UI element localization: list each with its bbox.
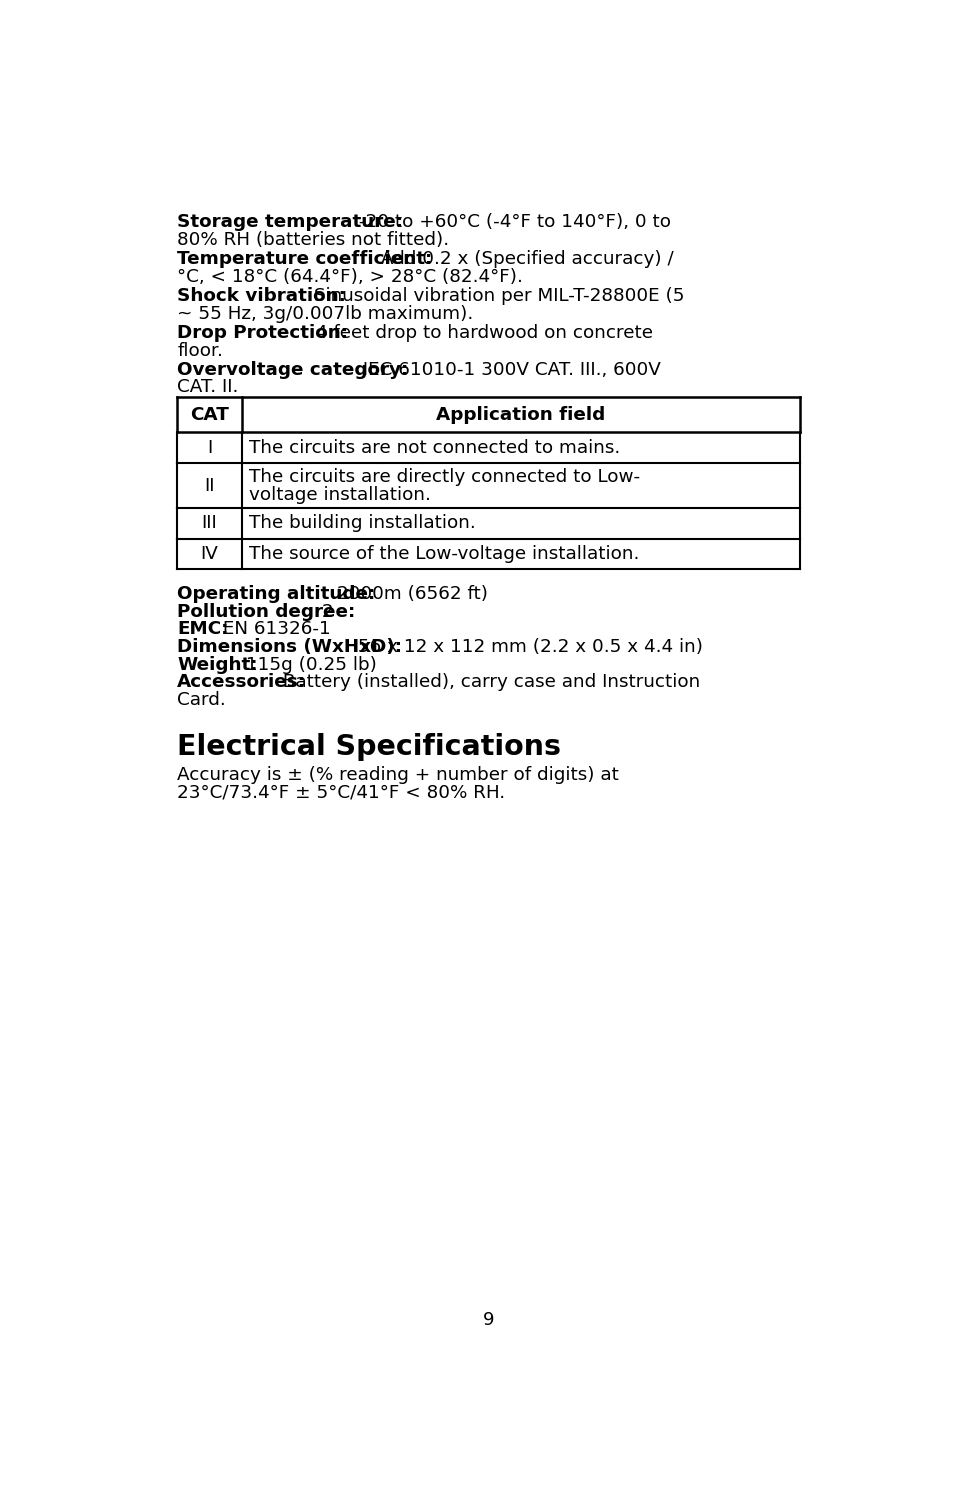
Text: -20 to +60°C (-4°F to 140°F), 0 to: -20 to +60°C (-4°F to 140°F), 0 to — [353, 212, 670, 230]
Text: voltage installation.: voltage installation. — [249, 486, 431, 504]
Text: CAT: CAT — [190, 406, 229, 424]
Text: Storage temperature:: Storage temperature: — [177, 212, 403, 230]
Text: Shock vibration:: Shock vibration: — [177, 287, 346, 306]
Text: CAT. II.: CAT. II. — [177, 378, 238, 396]
Text: 80% RH (batteries not fitted).: 80% RH (batteries not fitted). — [177, 230, 449, 248]
Text: Sinusoidal vibration per MIL-T-28800E (5: Sinusoidal vibration per MIL-T-28800E (5 — [308, 287, 684, 306]
Text: The source of the Low-voltage installation.: The source of the Low-voltage installati… — [249, 545, 639, 563]
Text: Add 0.2 x (Specified accuracy) /: Add 0.2 x (Specified accuracy) / — [375, 250, 673, 268]
Text: I: I — [207, 439, 212, 458]
Text: Accuracy is ± (% reading + number of digits) at: Accuracy is ± (% reading + number of dig… — [177, 766, 618, 784]
Text: 56 x 12 x 112 mm (2.2 x 0.5 x 4.4 in): 56 x 12 x 112 mm (2.2 x 0.5 x 4.4 in) — [352, 638, 702, 656]
Text: Accessories:: Accessories: — [177, 673, 306, 691]
Text: Dimensions (WxHxD):: Dimensions (WxHxD): — [177, 638, 402, 656]
Text: 4 feet drop to hardwood on concrete: 4 feet drop to hardwood on concrete — [310, 324, 652, 342]
Text: floor.: floor. — [177, 342, 223, 360]
Text: III: III — [201, 515, 217, 533]
Text: Application field: Application field — [436, 406, 605, 424]
Text: 2: 2 — [315, 602, 333, 620]
Text: Electrical Specifications: Electrical Specifications — [177, 733, 560, 762]
Text: Drop Protection:: Drop Protection: — [177, 324, 348, 342]
Text: Temperature coefficient:: Temperature coefficient: — [177, 250, 432, 268]
Text: 23°C/73.4°F ± 5°C/41°F < 80% RH.: 23°C/73.4°F ± 5°C/41°F < 80% RH. — [177, 784, 505, 802]
Text: ~ 55 Hz, 3g/0.007lb maximum).: ~ 55 Hz, 3g/0.007lb maximum). — [177, 304, 473, 322]
Text: Card.: Card. — [177, 691, 226, 709]
Text: Pollution degree:: Pollution degree: — [177, 602, 355, 620]
Text: EMC:: EMC: — [177, 620, 229, 638]
Text: 115g (0.25 lb): 115g (0.25 lb) — [239, 656, 376, 674]
Text: 2000m (6562 ft): 2000m (6562 ft) — [331, 585, 488, 604]
Text: Weight:: Weight: — [177, 656, 257, 674]
Text: The circuits are directly connected to Low-: The circuits are directly connected to L… — [249, 468, 639, 486]
Text: The building installation.: The building installation. — [249, 515, 476, 533]
Text: Overvoltage category:: Overvoltage category: — [177, 361, 408, 379]
Text: Battery (installed), carry case and Instruction: Battery (installed), carry case and Inst… — [277, 673, 700, 691]
Text: 9: 9 — [482, 1311, 495, 1329]
Text: The circuits are not connected to mains.: The circuits are not connected to mains. — [249, 439, 620, 458]
Text: IEC 61010-1 300V CAT. III., 600V: IEC 61010-1 300V CAT. III., 600V — [356, 361, 659, 379]
Text: EN 61326-1: EN 61326-1 — [217, 620, 331, 638]
Text: °C, < 18°C (64.4°F), > 28°C (82.4°F).: °C, < 18°C (64.4°F), > 28°C (82.4°F). — [177, 268, 522, 286]
Text: Operating altitude:: Operating altitude: — [177, 585, 375, 604]
Text: IV: IV — [200, 545, 218, 563]
Text: II: II — [204, 477, 214, 495]
